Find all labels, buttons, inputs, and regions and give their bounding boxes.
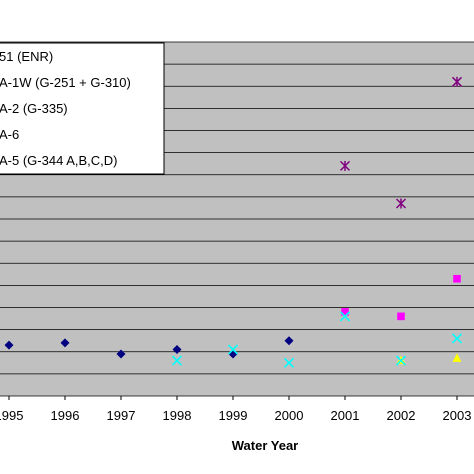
legend-entry-label: A-1W (G-251 + G-310) xyxy=(0,75,131,90)
legend-entry-label: A-2 (G-335) xyxy=(0,101,68,116)
data-point-series-1 xyxy=(116,349,126,359)
x-tick-label: 2003 xyxy=(443,408,472,423)
data-point-series-1 xyxy=(284,336,294,346)
legend-entry-label: A-6 xyxy=(0,127,19,142)
data-point-series-5 xyxy=(339,160,351,171)
data-point-series-4 xyxy=(283,357,295,368)
x-tick-label: 1997 xyxy=(107,408,136,423)
data-point-series-4 xyxy=(171,355,183,366)
legend: 51 (ENR) A-1W (G-251 + G-310) A-2 (G-335) A… xyxy=(0,42,165,175)
data-point-series-1 xyxy=(60,338,70,348)
gridlines xyxy=(0,41,474,397)
data-point-series-2 xyxy=(397,312,405,321)
data-markers xyxy=(4,76,463,368)
x-axis-ticks: 1995 1996 1997 1998 1999 2000 2001 2002 2003 xyxy=(0,396,471,423)
x-tick-label: 2001 xyxy=(331,408,360,423)
data-point-series-4 xyxy=(395,355,407,366)
data-point-series-1 xyxy=(4,340,14,350)
data-point-series-4 xyxy=(227,344,239,355)
x-tick-label: 1998 xyxy=(163,408,192,423)
x-tick-label: 2000 xyxy=(275,408,304,423)
data-point-series-4 xyxy=(339,311,351,322)
data-point-series-5 xyxy=(395,198,407,209)
data-point-series-3 xyxy=(452,353,462,362)
data-point-series-2 xyxy=(453,274,461,283)
x-tick-label: 1995 xyxy=(0,408,23,423)
legend-box xyxy=(0,42,165,175)
legend-entry-label: 51 (ENR) xyxy=(0,49,53,64)
legend-entry-label: A-5 (G-344 A,B,C,D) xyxy=(0,153,117,168)
data-point-series-4 xyxy=(451,333,463,344)
data-point-series-2 xyxy=(341,308,349,316)
x-axis-title: Water Year xyxy=(232,438,299,453)
data-point-series-1 xyxy=(172,345,182,355)
x-tick-label: 1999 xyxy=(219,408,248,423)
x-tick-label: 1996 xyxy=(51,408,80,423)
x-tick-label: 2002 xyxy=(387,408,416,423)
data-point-series-5 xyxy=(451,76,463,87)
